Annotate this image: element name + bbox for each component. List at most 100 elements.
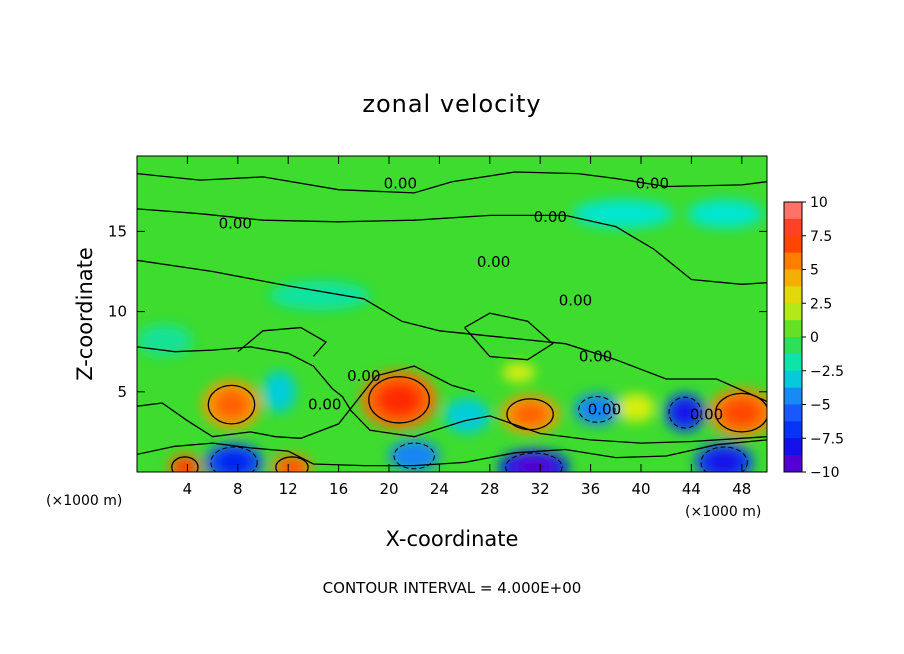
x-tick-label: 4	[183, 480, 193, 498]
chart-title: zonal velocity	[362, 90, 541, 118]
colorbar-tick-label: −2.5	[810, 364, 844, 380]
field-blob-core	[375, 381, 423, 418]
colorbar-segment	[784, 303, 802, 321]
colorbar-tick-label: 5	[810, 263, 819, 279]
x-tick-label: 36	[581, 480, 600, 498]
contour-label: 0.00	[219, 214, 252, 232]
contour-label: 0.00	[347, 367, 380, 385]
zero-contour	[137, 365, 475, 439]
field-blob	[269, 281, 371, 310]
colorbar-segment	[784, 353, 802, 372]
contour-label: 0.00	[636, 174, 669, 192]
positive-contour	[207, 384, 256, 425]
plot-area: 0.00 0.00 0.00 0.00 0.00 0.00 0.00 0.00 0.00 0.00…	[108, 155, 768, 498]
x-tick-label: 40	[631, 480, 650, 498]
field-blob-core	[512, 456, 556, 472]
field-blob	[687, 199, 764, 229]
zero-contour	[237, 326, 328, 357]
negative-contour	[393, 442, 435, 470]
field-blob-core	[279, 459, 305, 472]
zero-contour	[137, 346, 767, 444]
field-blob	[502, 362, 536, 383]
negative-contour	[578, 396, 616, 423]
colorbar-tick-label: −7.5	[810, 431, 844, 447]
colorbar-tick-label: −10	[810, 465, 840, 481]
contour-label: 0.00	[384, 174, 417, 192]
colorbar-tick-label: −5	[810, 398, 831, 414]
x-tick-label: 16	[329, 480, 348, 498]
contour-label: 0.00	[588, 400, 621, 418]
field-blob-core	[174, 459, 196, 472]
contour-label: 0.00	[534, 208, 567, 226]
field-blob-core	[672, 400, 698, 425]
y-tick-label: 5	[117, 383, 127, 401]
colorbar-segment	[784, 235, 802, 254]
colorbar-segment	[784, 421, 802, 439]
contour-label: 0.00	[559, 291, 592, 309]
x-unit-right: (×1000 m)	[685, 504, 761, 520]
zero-contour	[137, 208, 767, 285]
colorbar-tick-label: 2.5	[810, 296, 832, 312]
y-axis: 5 10 15	[108, 222, 767, 401]
colorbar-segment	[784, 202, 802, 220]
positive-contour	[368, 376, 430, 424]
colorbar-tick-label: 0	[810, 330, 819, 346]
contour-label: 0.00	[477, 253, 510, 271]
colorbar-segment	[784, 269, 802, 287]
x-tick-label: 44	[682, 480, 701, 498]
field-blob-core	[706, 450, 743, 472]
y-tick-label: 10	[108, 303, 127, 321]
y-tick-label: 15	[108, 222, 127, 240]
x-tick-label: 12	[279, 480, 298, 498]
x-tick-label: 28	[480, 480, 499, 498]
x-tick-label: 8	[233, 480, 243, 498]
field-blob-core	[216, 450, 252, 472]
contour-interval-text: CONTOUR INTERVAL = 4.000E+00	[323, 579, 582, 597]
colorbar-segment	[784, 370, 802, 389]
positive-contour	[275, 456, 309, 472]
contour-label: 0.00	[579, 348, 612, 366]
colorbar-segment	[784, 438, 802, 456]
x-tick-label: 32	[531, 480, 550, 498]
field-blob	[389, 439, 440, 472]
field-blob	[263, 370, 296, 413]
colorbar-segment	[784, 404, 802, 422]
field-blob-core	[721, 397, 763, 428]
field-anomalies: 0.00 0.00 0.00 0.00 0.00 0.00 0.00 0.00 0.00 0.00…	[137, 171, 767, 472]
field-blob	[444, 398, 490, 434]
negative-contour	[505, 452, 563, 472]
colorbar-segment	[784, 337, 802, 355]
colorbar-segment	[784, 455, 802, 473]
colorbar: 10 7.5 5 2.5 0 −2.5 −5 −7.5 −10	[783, 195, 844, 481]
contour-label: 0.00	[308, 396, 341, 414]
positive-contour	[171, 456, 199, 472]
zero-contour	[137, 439, 767, 467]
contour-label: 0.00	[690, 405, 723, 423]
field-blob-core	[213, 389, 250, 420]
negative-contour	[700, 446, 748, 472]
x-axis: 4 8 12 16 20 24 28 32 36 40 44 48	[183, 156, 751, 498]
field-blob-core	[512, 402, 549, 427]
field-blob	[572, 199, 674, 229]
x-tick-label: 24	[430, 480, 449, 498]
colorbar-segment	[784, 252, 802, 270]
x-axis-label: X-coordinate	[386, 527, 519, 551]
colorbar-tick-label: 7.5	[810, 229, 832, 245]
negative-contour	[668, 396, 702, 429]
positive-contour	[714, 392, 767, 433]
x-unit-left: (×1000 m)	[46, 493, 122, 509]
colorbar-segment	[784, 286, 802, 304]
field-blob	[617, 393, 655, 423]
zero-contour	[137, 171, 767, 194]
x-tick-label: 48	[732, 480, 751, 498]
plot-frame	[136, 155, 768, 473]
y-axis-label: Z-coordinate	[73, 247, 97, 381]
colorbar-segment	[784, 218, 802, 237]
x-tick-label: 20	[379, 480, 398, 498]
colorbar-segment	[784, 320, 802, 338]
colorbar-tick-label: 10	[810, 195, 828, 211]
negative-contour	[210, 446, 258, 472]
colorbar-segment	[784, 387, 802, 405]
zero-contour	[464, 312, 554, 361]
